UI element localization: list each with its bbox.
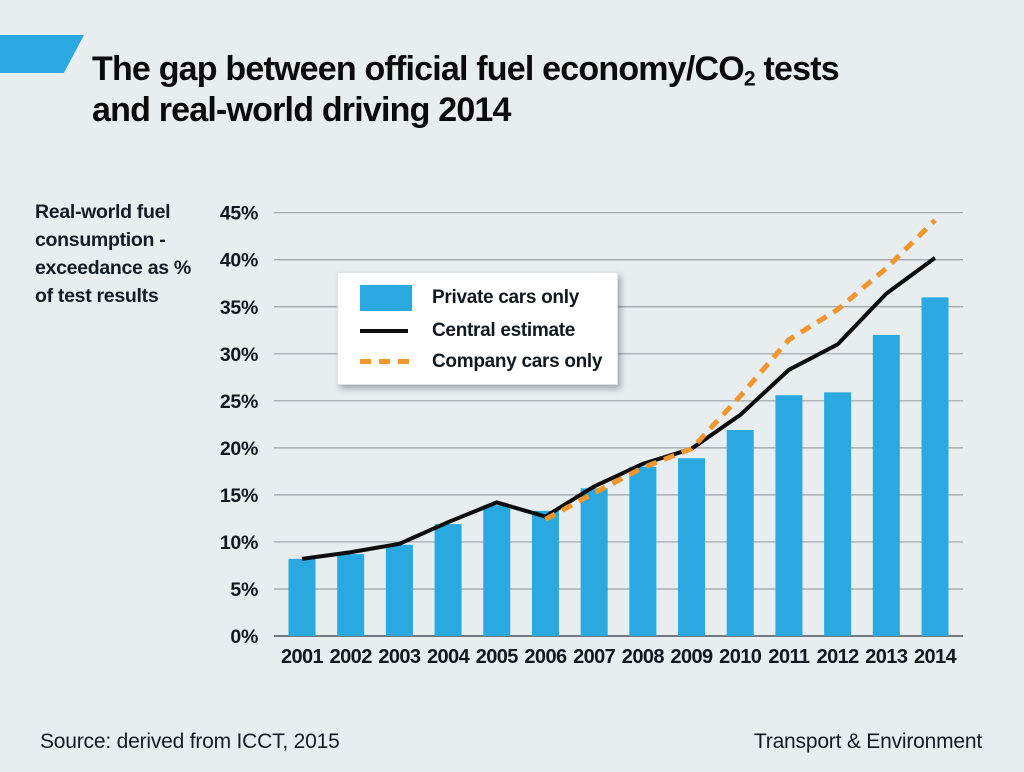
- line-company-cars-only: [544, 218, 937, 522]
- bar-2009: [678, 458, 706, 636]
- y-axis-label: Real-world fuel consumption - exceedance…: [35, 201, 191, 307]
- x-tick-label: 2012: [817, 646, 860, 668]
- legend-item-central-estimate: Central estimate: [360, 320, 617, 342]
- title-line-2: and real-world driving 2014: [92, 90, 511, 129]
- x-tick-label: 2010: [719, 646, 762, 668]
- x-tick-label: 2013: [865, 646, 908, 668]
- x-tick-label: 2005: [476, 646, 519, 668]
- y-tick-label: 40%: [220, 250, 258, 272]
- legend-swatch-black-line-icon: [360, 328, 408, 333]
- bar-2010: [726, 429, 754, 636]
- x-tick-label: 2001: [281, 646, 324, 668]
- y-tick-label: 10%: [220, 532, 258, 554]
- y-tick-label: 30%: [220, 344, 258, 366]
- bar-2014: [921, 297, 949, 636]
- bar-2002: [337, 554, 365, 636]
- legend-swatch-orange-dashed-icon: [360, 359, 412, 364]
- bar-2006: [531, 510, 559, 636]
- bar-2001: [288, 558, 316, 636]
- x-tick-label: 2009: [670, 646, 713, 668]
- page-title: The gap between official fuel economy/CO…: [92, 49, 840, 131]
- y-tick-label: 20%: [220, 438, 258, 460]
- legend-label: Company cars only: [432, 350, 603, 372]
- legend-item-private-cars: Private cars only: [360, 284, 617, 311]
- line-central-estimate: [301, 256, 937, 561]
- x-tick-label: 2011: [768, 646, 809, 668]
- x-tick-label: 2014: [914, 646, 958, 668]
- y-tick-labels: 0% 5% 10% 15% 20% 25% 30% 35% 40% 45%: [220, 203, 258, 648]
- x-tick-label: 2007: [573, 646, 616, 668]
- legend-swatch-blue-bar-icon: [360, 284, 412, 311]
- bar-2005: [483, 505, 511, 636]
- legend-label: Central estimate: [432, 319, 576, 341]
- x-tick-label: 2004: [427, 646, 471, 668]
- bar-2013: [872, 334, 900, 636]
- x-tick-label: 2002: [330, 646, 373, 668]
- y-tick-label: 15%: [220, 485, 258, 507]
- bar-2008: [629, 466, 657, 636]
- x-tick-label: 2003: [378, 646, 421, 668]
- y-tick-label: 0%: [230, 626, 258, 648]
- title-line-1: The gap between official fuel economy/CO…: [92, 49, 840, 91]
- source-attribution: Source: derived from ICCT, 2015: [40, 730, 340, 753]
- y-tick-label: 25%: [220, 391, 258, 413]
- bar-2003: [385, 544, 413, 636]
- legend-label: Private cars only: [432, 286, 579, 308]
- y-tick-label: 5%: [230, 579, 258, 601]
- bar-2004: [434, 524, 462, 636]
- y-tick-label: 35%: [220, 297, 258, 319]
- bar-2011: [775, 395, 803, 636]
- brand-name: Transport & Environment: [753, 730, 982, 753]
- bars-private-cars-only: [288, 297, 949, 636]
- co2-subscript: 2: [743, 67, 756, 91]
- x-tick-labels: 2001 2002 2003 2004 2005 2006 2007 2008 2009 2010…: [281, 646, 958, 668]
- legend-item-company-cars: Company cars only: [360, 351, 617, 373]
- x-tick-label: 2006: [524, 646, 567, 668]
- chart-legend: Private cars only Central estimate Compa…: [337, 272, 618, 385]
- bar-2007: [580, 488, 608, 636]
- y-tick-label: 45%: [220, 203, 258, 225]
- x-tick-label: 2008: [622, 646, 665, 668]
- bar-2012: [824, 392, 852, 636]
